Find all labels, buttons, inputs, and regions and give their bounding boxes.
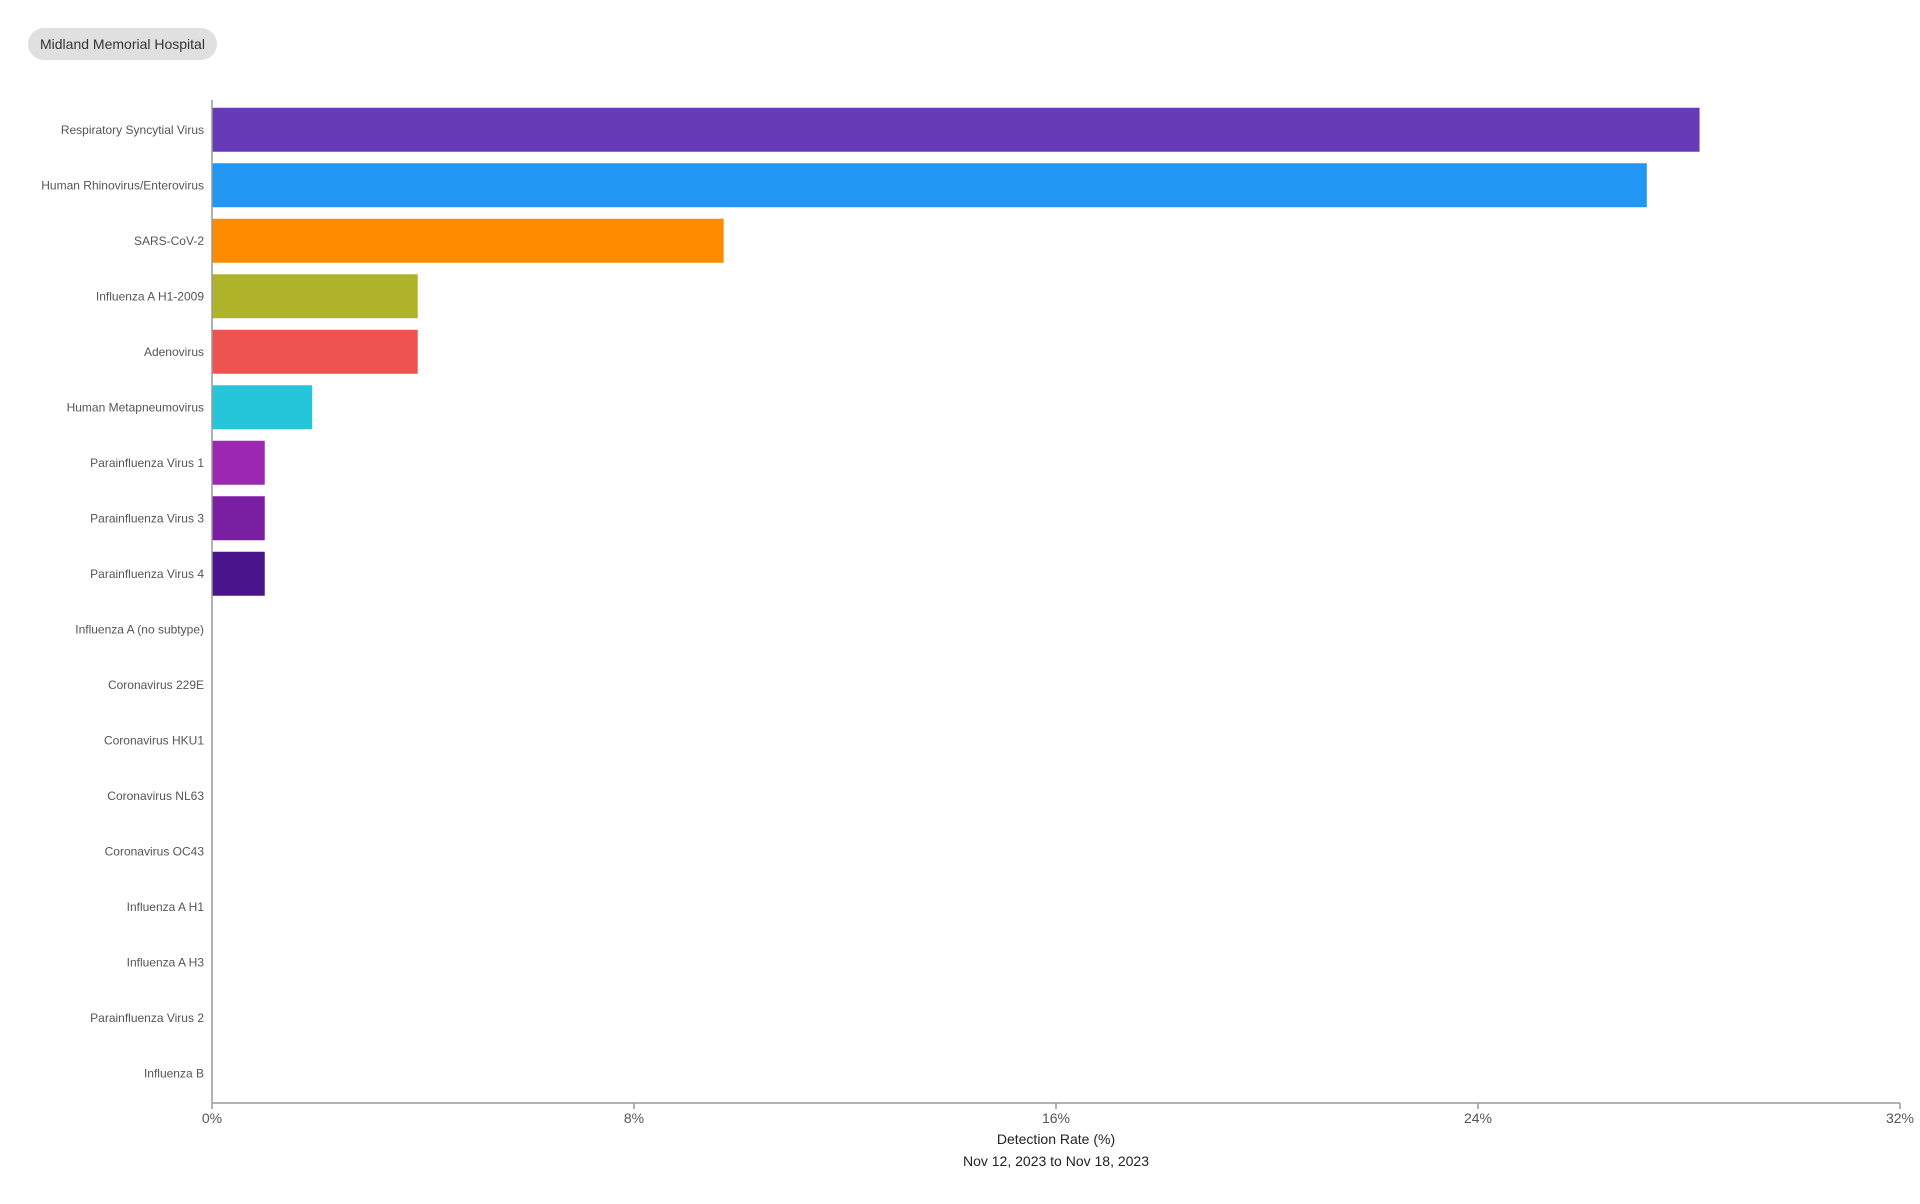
category-label-influenza-a-h1: Influenza A H1 <box>127 900 205 914</box>
category-label-coronavirus-229e: Coronavirus 229E <box>108 678 204 692</box>
category-label-influenza-a-h1-2009: Influenza A H1-2009 <box>96 289 204 303</box>
category-label-influenza-a-no-subtype: Influenza A (no subtype) <box>75 622 204 636</box>
date-range-label: Nov 12, 2023 to Nov 18, 2023 <box>963 1153 1149 1169</box>
bar-human-rhinovirus-enterovirus[interactable] <box>212 163 1647 208</box>
category-label-adenovirus: Adenovirus <box>144 345 204 359</box>
category-label-human-metapneumovirus: Human Metapneumovirus <box>67 400 204 414</box>
category-label-parainfluenza-virus-4: Parainfluenza Virus 4 <box>90 567 204 581</box>
category-label-coronavirus-oc43: Coronavirus OC43 <box>105 844 205 858</box>
category-label-human-rhinovirus-enterovirus: Human Rhinovirus/Enterovirus <box>41 178 204 192</box>
hospital-selector-chip[interactable]: Midland Memorial Hospital <box>28 28 217 60</box>
category-label-sars-cov-2: SARS-CoV-2 <box>134 234 204 248</box>
category-label-parainfluenza-virus-2: Parainfluenza Virus 2 <box>90 1011 204 1025</box>
category-label-influenza-a-h3: Influenza A H3 <box>127 955 205 969</box>
x-tick-label: 16% <box>1042 1110 1070 1126</box>
bar-adenovirus[interactable] <box>212 329 418 374</box>
bar-parainfluenza-virus-3[interactable] <box>212 496 265 541</box>
bar-parainfluenza-virus-4[interactable] <box>212 551 265 596</box>
category-label-parainfluenza-virus-1: Parainfluenza Virus 1 <box>90 456 204 470</box>
bar-human-metapneumovirus[interactable] <box>212 385 313 430</box>
category-label-parainfluenza-virus-3: Parainfluenza Virus 3 <box>90 511 204 525</box>
category-label-coronavirus-hku1: Coronavirus HKU1 <box>104 733 204 747</box>
category-label-influenza-b: Influenza B <box>144 1066 204 1080</box>
x-tick-label: 24% <box>1464 1110 1492 1126</box>
bar-influenza-a-h1-2009[interactable] <box>212 274 418 319</box>
bar-sars-cov-2[interactable] <box>212 218 724 263</box>
bar-respiratory-syncytial-virus[interactable] <box>212 107 1700 152</box>
category-label-coronavirus-nl63: Coronavirus NL63 <box>107 789 204 803</box>
x-tick-label: 8% <box>624 1110 644 1126</box>
x-axis-title: Detection Rate (%) <box>997 1131 1115 1147</box>
bar-parainfluenza-virus-1[interactable] <box>212 440 265 485</box>
x-tick-label: 32% <box>1886 1110 1914 1126</box>
x-tick-label: 0% <box>202 1110 222 1126</box>
category-label-respiratory-syncytial-virus: Respiratory Syncytial Virus <box>61 123 204 137</box>
